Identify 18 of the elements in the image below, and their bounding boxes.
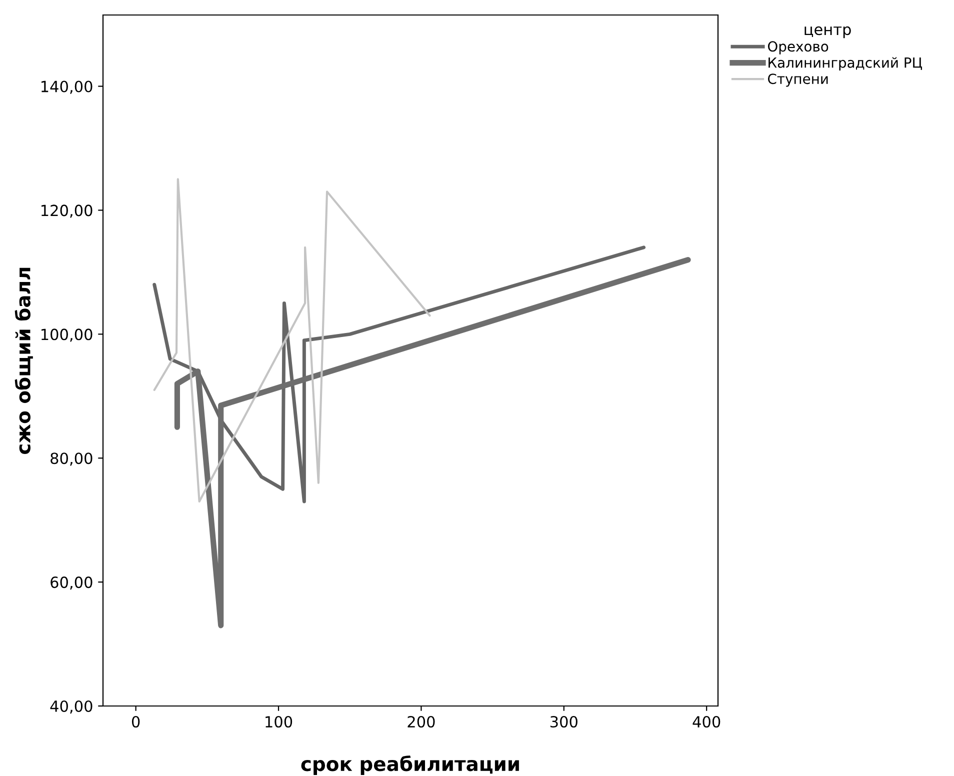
y-tick-label: 100,00 — [42, 328, 92, 342]
legend-label: Орехово — [768, 41, 828, 54]
x-tick-label: 300 — [550, 716, 578, 728]
y-tick-label: 140,00 — [42, 80, 92, 94]
x-tick-label: 200 — [408, 716, 435, 728]
y-axis-title: сжо общий балл — [14, 268, 33, 454]
y-tick-label: 40,00 — [50, 700, 92, 714]
line-series — [153, 178, 431, 503]
y-tick-label: 80,00 — [50, 452, 92, 466]
y-tick-label: 120,00 — [42, 204, 92, 218]
x-tick-label: 0 — [132, 716, 140, 728]
y-tick-label: 60,00 — [50, 576, 92, 590]
x-tick-label: 400 — [692, 716, 720, 728]
x-tick-label: 100 — [266, 716, 292, 728]
x-axis-title: срок реабилитации — [301, 756, 519, 775]
legend-label: Ступени — [768, 74, 828, 87]
legend-title: центр — [804, 26, 851, 38]
legend-label: Калининградский РЦ — [768, 57, 922, 71]
